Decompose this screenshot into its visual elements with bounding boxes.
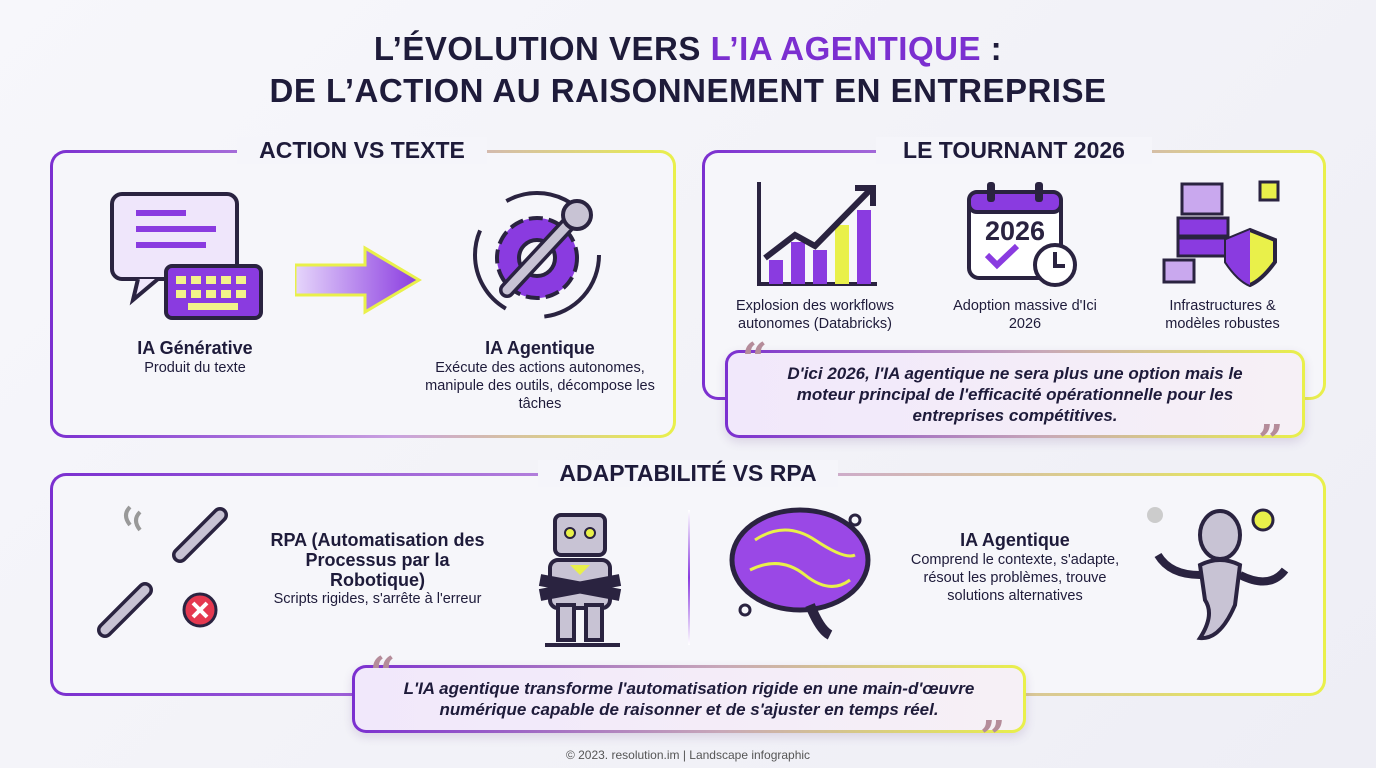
section-title: ADAPTABILITÉ VS RPA (538, 460, 838, 487)
title-text: L’ÉVOLUTION VERS (373, 30, 711, 67)
divider (688, 510, 690, 645)
section-title: ACTION VS TEXTE (237, 137, 487, 164)
title-accent: L’IA AGENTIQUE (710, 30, 981, 67)
gear-wrench-icon (473, 191, 601, 319)
humanoid-robot-icon (1147, 507, 1289, 641)
section-title: LE TOURNANT 2026 (876, 137, 1152, 164)
card-text: Scripts rigides, s'arrête à l'erreur (273, 591, 482, 607)
chat-keyboard-icon (110, 192, 263, 320)
card-heading: RPA (Automatisation des Processus par la… (270, 530, 485, 590)
calendar-year: 2026 (985, 216, 1045, 246)
brain-icon (729, 507, 871, 640)
tournant-item-infrastructure: Infrastructures & modèles robustes (1165, 298, 1280, 332)
agentic-ai-card: IA Agentique Exécute des actions autonome… (410, 338, 670, 413)
tournant-item-workflows: Explosion des workflows autonomes (Datab… (736, 298, 894, 332)
server-shield-icon (1162, 180, 1280, 288)
generative-ai-card: IA Générative Produit du texte (90, 338, 300, 377)
rpa-card: RPA (Automatisation des Processus par la… (270, 530, 485, 608)
agentic-ai-adapt-card: IA Agentique Comprend le contexte, s'adap… (905, 530, 1125, 605)
title-text: : (980, 30, 1003, 67)
card-text: Comprend le contexte, s'adapte, résout l… (910, 552, 1120, 604)
close-quote-icon: ” (980, 712, 1006, 763)
tournant-item-adoption: Adoption massive d'Ici 2026 (953, 298, 1097, 332)
page-title-line1: L’ÉVOLUTION VERS L’IA AGENTIQUE : (0, 30, 1376, 68)
adapt-quote: L'IA agentique transforme l'automatisati… (352, 665, 1026, 733)
card-heading: IA Agentique (485, 338, 595, 358)
footer: © 2023. resolution.im | Landscape infogr… (565, 748, 811, 762)
card-text: Exécute des actions autonomes, manipule … (425, 360, 655, 412)
card-text: Produit du texte (144, 360, 246, 376)
open-quote-icon: “ (370, 648, 396, 699)
close-quote-icon: ” (1258, 416, 1284, 467)
robot-icon (538, 513, 622, 647)
card-heading: IA Générative (137, 338, 253, 358)
broken-chain-icon (97, 505, 228, 638)
tournant-quote: D'ici 2026, l'IA agentique ne sera plus … (725, 350, 1305, 438)
page-title-line2: DE L’ACTION AU RAISONNEMENT EN ENTREPRIS… (269, 72, 1107, 109)
arrow-icon (295, 245, 422, 315)
card-heading: IA Agentique (960, 530, 1070, 550)
calendar-icon: 2026 (967, 182, 1077, 287)
growth-chart-icon (757, 182, 877, 286)
open-quote-icon: “ (742, 334, 768, 385)
